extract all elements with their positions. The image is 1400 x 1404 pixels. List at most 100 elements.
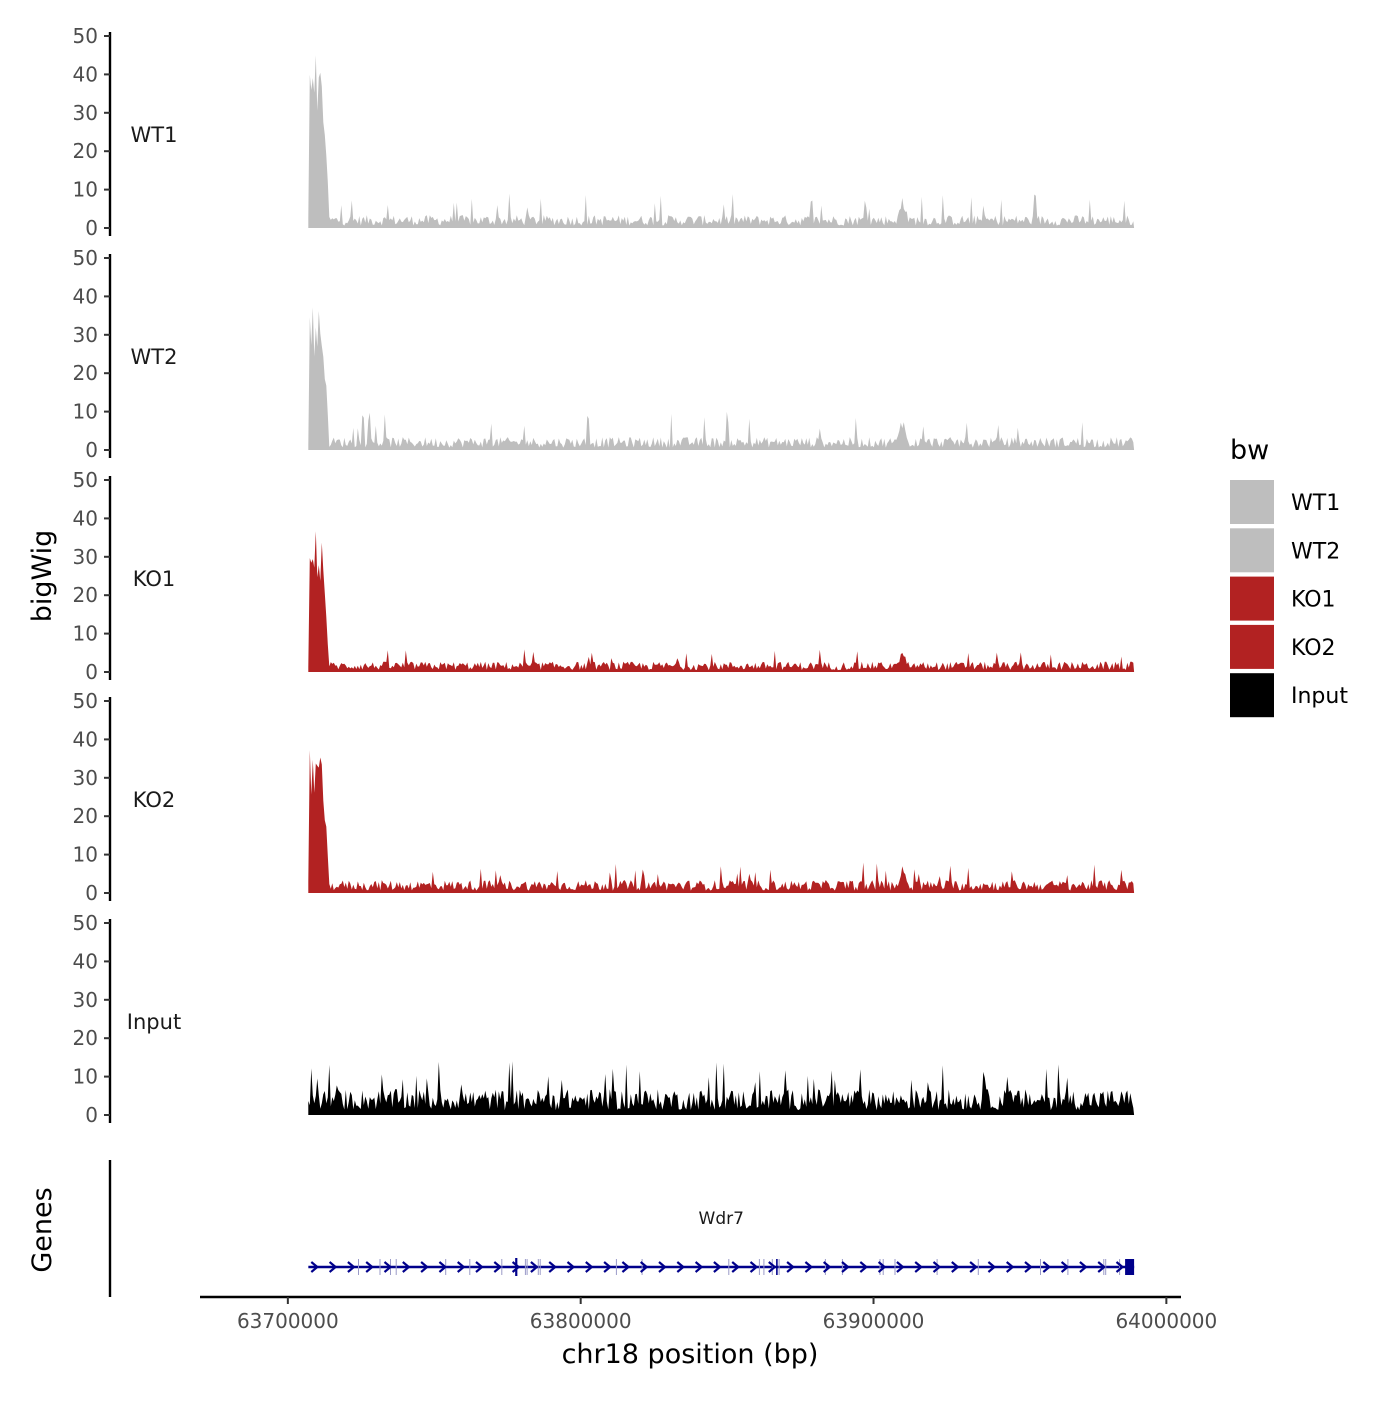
strand-arrow [841,1261,850,1273]
track-label: WT2 [131,345,178,369]
strand-arrow [438,1261,448,1273]
y-tick-label: 30 [73,545,98,569]
strand-arrow [932,1261,942,1273]
x-axis-title: chr18 position (bp) [562,1339,819,1370]
strand-arrow [694,1261,704,1273]
y-tick-label: 20 [73,804,98,828]
strand-arrow [511,1261,521,1273]
y-tick-label: 0 [85,1103,98,1127]
strand-arrow [456,1261,466,1273]
gene-panel: Wdr7 [108,1160,1135,1297]
y-tick-label: 20 [73,361,98,385]
strand-arrow [475,1261,484,1273]
genes-axis-title: Genes [27,1187,58,1272]
x-tick-label: 63900000 [823,1309,925,1333]
strand-arrow [951,1261,960,1273]
signal-area-wt2 [308,307,1135,450]
y-tick-label: 40 [73,949,98,973]
y-axis-title: bigWig [27,530,58,623]
strand-arrow [768,1261,777,1273]
y-tick-label: 30 [73,101,98,125]
legend-label-ko2: KO2 [1291,636,1336,661]
y-tick-label: 0 [85,881,98,905]
y-tick-label: 40 [73,284,98,308]
track-ko1: 0 10 20 30 40 50 KO1 [73,468,1135,684]
legend-swatch-input [1230,673,1274,718]
strand-arrow [804,1261,814,1273]
strand-arrow [658,1261,667,1273]
legend-label-input: Input [1291,684,1348,709]
strand-arrow [548,1261,557,1273]
y-tick-label: 50 [73,689,98,713]
track-label: KO2 [133,788,176,812]
x-tick-label: 63700000 [237,1309,339,1333]
legend-title: bw [1230,435,1269,466]
y-tick-label: 50 [73,468,98,492]
strand-arrow [731,1261,740,1273]
y-tick-label: 50 [73,24,98,48]
y-tick-label: 20 [73,583,98,607]
signal-area-ko1 [308,531,1135,672]
x-tick-label: 64000000 [1115,1309,1217,1333]
y-tick-label: 10 [73,400,98,424]
strand-arrow [914,1261,923,1273]
track-label: KO1 [133,567,176,591]
y-tick-label: 30 [73,766,98,790]
strand-arrow [621,1261,631,1273]
y-tick-label: 0 [85,438,98,462]
signal-area-input [308,1061,1135,1115]
strand-arrow [822,1261,832,1273]
y-tick-label: 10 [73,622,98,646]
track-input: 0 10 20 30 40 50 Input [73,911,1135,1127]
y-tick-label: 20 [73,139,98,163]
strand-arrow [383,1261,393,1273]
strand-arrow [402,1261,411,1273]
strand-arrow [639,1261,649,1273]
strand-arrow [566,1261,576,1273]
strand-arrow [347,1261,356,1273]
track-wt1: 0 10 20 30 40 50 WT1 [73,24,1135,240]
strand-arrow [1115,1261,1125,1273]
y-tick-label: 50 [73,911,98,935]
strand-arrow [493,1261,503,1273]
track-label: Input [127,1010,181,1034]
strand-arrow [1024,1261,1033,1273]
gene-name-label: Wdr7 [699,1209,744,1229]
signal-area-wt1 [308,55,1135,228]
strand-arrow [786,1261,795,1273]
y-tick-label: 10 [73,843,98,867]
y-tick-label: 0 [85,660,98,684]
strand-arrow [896,1261,905,1273]
y-tick-label: 20 [73,1026,98,1050]
track-ko2: 0 10 20 30 40 50 KO2 [73,689,1135,905]
strand-arrow [1097,1261,1106,1273]
legend-swatch-wt2 [1230,528,1274,573]
strand-arrow [603,1261,612,1273]
y-tick-label: 40 [73,506,98,530]
strand-arrow [969,1261,978,1273]
y-tick-label: 40 [73,727,98,751]
strand-arrow [328,1261,338,1273]
legend-swatch-wt1 [1230,480,1274,524]
y-tick-label: 0 [85,216,98,240]
y-tick-label: 10 [73,178,98,202]
strand-arrow [713,1261,722,1273]
y-tick-label: 50 [73,246,98,270]
strand-arrow [420,1261,429,1273]
signal-area-ko2 [308,750,1135,893]
strand-arrow [676,1261,686,1273]
strand-arrow [365,1261,374,1273]
legend-label-wt2: WT2 [1291,539,1340,564]
strand-arrow [877,1261,887,1273]
legend-swatch-ko1 [1230,576,1274,621]
x-tick-label: 63800000 [530,1309,632,1333]
signal-tracks: 0 10 20 30 40 50 WT1 0 10 20 30 40 50 WT2 0 10 20 30 40 50 K… [73,24,1135,1127]
strand-arrow [310,1261,320,1273]
strand-arrow [1042,1261,1052,1273]
y-tick-label: 30 [73,323,98,347]
strand-arrow [585,1261,594,1273]
legend-label-ko1: KO1 [1291,588,1336,613]
strand-arrow [859,1261,869,1273]
